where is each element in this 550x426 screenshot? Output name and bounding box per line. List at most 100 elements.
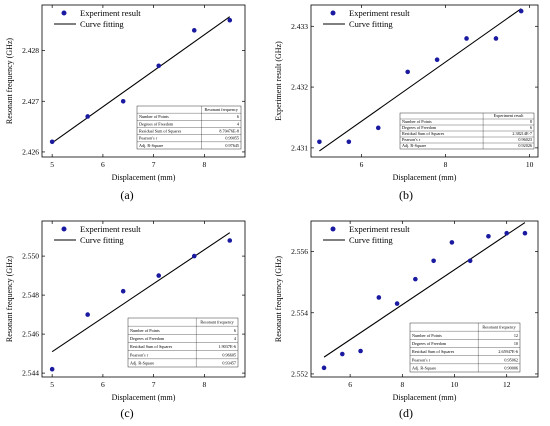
data-point	[49, 366, 55, 372]
stats-label: Degrees of Freedom	[130, 336, 165, 341]
stats-label: Degrees of Freedom	[402, 125, 437, 130]
stats-value: 8	[530, 119, 532, 124]
stats-value: 4	[237, 121, 240, 126]
data-point	[358, 348, 363, 354]
stats-value: 0.90006	[504, 366, 518, 371]
panel-caption: (a)	[120, 188, 133, 202]
stats-value: 8.70476E-8	[219, 129, 239, 134]
stats-label: Degrees of Freedom	[139, 121, 174, 126]
panel-caption: (d)	[399, 406, 413, 420]
y-tick-label: 2.552	[291, 369, 308, 378]
y-tick-label: 2.556	[291, 247, 308, 256]
legend-label: Curve fitting	[349, 19, 393, 29]
stats-header: Experiment result	[494, 113, 525, 118]
fit-line	[51, 16, 231, 144]
data-point	[156, 273, 162, 278]
data-point	[321, 365, 327, 371]
x-tick-label: 10	[526, 160, 534, 169]
stats-label: Residual Sum of Squares	[139, 129, 182, 134]
stats-label: Residual Sum of Squares	[402, 131, 445, 136]
stats-label: Adj. R-Square	[139, 143, 163, 148]
stats-value: 0.99055	[225, 136, 239, 141]
data-point	[191, 28, 197, 33]
data-point	[85, 114, 90, 119]
x-axis-title: Displacement (mm)	[393, 173, 457, 182]
x-axis-title: Displacement (mm)	[393, 393, 457, 402]
stats-label: Pearson's r	[130, 352, 149, 357]
plot-frame	[41, 4, 246, 158]
stats-value: 0.93457	[222, 361, 236, 366]
stats-label: Pearson's r	[412, 357, 431, 362]
data-point	[85, 312, 90, 317]
data-point	[431, 258, 436, 264]
stats-header: Resonant frequency	[205, 107, 239, 112]
stats-table: Resonant frequency Number of Points 6 Degre…	[136, 105, 242, 150]
stats-table: Resonant frequency Number of Points 6 Degre…	[127, 317, 239, 368]
y-axis-title: Resonant frequency (GHz)	[5, 38, 14, 125]
data-point	[464, 36, 469, 41]
stats-label: Adj. R-Square	[130, 361, 154, 366]
legend-label: Curve fitting	[80, 235, 124, 245]
y-axis-title: Resonant frequency (GHz)	[5, 256, 14, 343]
data-point	[49, 139, 55, 145]
legend-marker	[61, 10, 67, 16]
stats-label: Pearson's r	[139, 136, 158, 141]
y-tick-label: 2.548	[22, 291, 39, 300]
data-point	[504, 230, 509, 236]
y-tick-label: 2.433	[291, 22, 308, 31]
legend-label: Experiment result	[349, 224, 410, 234]
stats-value: 2.38214E-7	[512, 131, 532, 136]
stats-value: 1.9037E-6	[218, 344, 236, 349]
stats-value: 0.96605	[222, 352, 236, 357]
chart-panel-b: 6 8 10 2.431 2.432 2.433 Displacement (mm) Expe…	[274, 4, 539, 202]
y-tick-label: 2.431	[291, 143, 308, 152]
y-tick-label: 2.427	[22, 97, 39, 106]
x-tick-label: 6	[348, 380, 352, 389]
legend-label: Experiment result	[80, 224, 141, 234]
y-tick-label: 2.546	[22, 330, 39, 339]
x-tick-label: 5	[50, 380, 54, 389]
stats-value: 0.95062	[504, 357, 518, 362]
legend-marker	[61, 226, 67, 232]
stats-table: Experiment result Number of Points 8 Degree…	[399, 112, 535, 150]
stats-label: Adj. R-Square	[412, 366, 436, 371]
stats-value: 0.92026	[518, 143, 532, 148]
data-point	[376, 295, 382, 300]
data-point	[346, 139, 352, 145]
fit-line	[319, 8, 522, 152]
stats-label: Number of Points	[139, 114, 169, 119]
legend-label: Experiment result	[349, 8, 410, 18]
data-point	[518, 8, 524, 14]
legend-marker	[330, 10, 336, 16]
x-tick-label: 6	[101, 160, 105, 169]
y-tick-label: 2.428	[22, 46, 39, 55]
stats-value: 0.97645	[225, 143, 239, 148]
data-point	[120, 288, 126, 294]
x-tick-label: 8	[400, 380, 404, 389]
x-tick-label: 6	[360, 160, 364, 169]
y-tick-label: 2.432	[291, 83, 308, 92]
x-axis-title: Displacement (mm)	[112, 393, 176, 402]
data-point	[394, 301, 400, 306]
chart-panel-d: 6 8 10 12 2.552 2.554 2.556 Displacement (mm) Re…	[274, 220, 539, 420]
data-point	[467, 258, 473, 264]
plot-frame	[310, 220, 539, 378]
plot-frame	[310, 4, 539, 158]
x-tick-label: 5	[50, 160, 54, 169]
stats-value: 4	[234, 336, 237, 341]
data-point	[413, 276, 418, 282]
stats-value: 6	[237, 114, 239, 119]
stats-label: Residual Sum of Squares	[130, 344, 173, 349]
y-tick-label: 2.426	[22, 147, 39, 156]
stats-header: Resonant frequency	[482, 325, 516, 330]
panel-caption: (c)	[120, 406, 133, 420]
stats-label: Number of Points	[130, 328, 160, 333]
y-tick-label: 2.544	[22, 369, 39, 378]
stats-value: 6	[234, 328, 236, 333]
stats-value: 12	[514, 333, 518, 338]
y-tick-label: 2.554	[291, 308, 308, 317]
legend-label: Experiment result	[80, 8, 141, 18]
data-point	[227, 17, 233, 23]
panel-caption: (b)	[399, 188, 413, 202]
